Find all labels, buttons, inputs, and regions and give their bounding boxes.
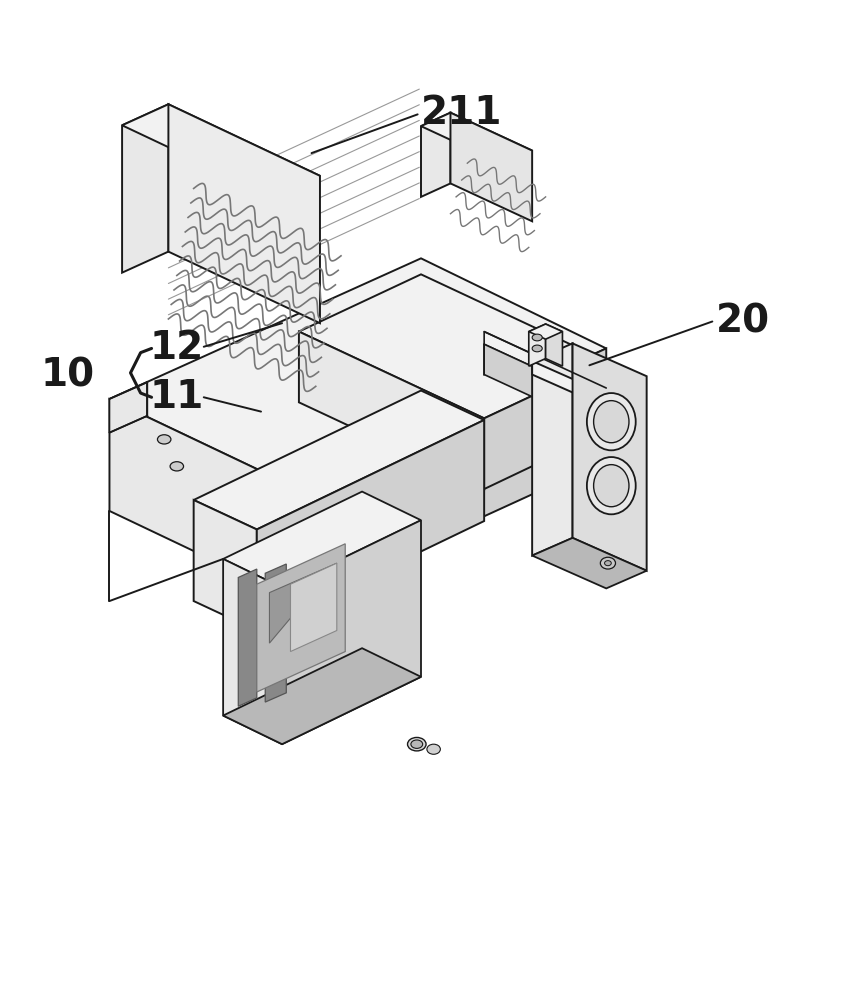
- Ellipse shape: [427, 744, 440, 754]
- Ellipse shape: [587, 393, 636, 450]
- Polygon shape: [257, 420, 484, 631]
- Polygon shape: [421, 113, 532, 164]
- Ellipse shape: [594, 465, 629, 507]
- Ellipse shape: [411, 740, 423, 748]
- Polygon shape: [109, 399, 299, 601]
- Polygon shape: [290, 563, 337, 652]
- Polygon shape: [168, 104, 320, 323]
- Ellipse shape: [408, 737, 426, 751]
- Polygon shape: [484, 361, 606, 489]
- Polygon shape: [282, 520, 421, 744]
- Polygon shape: [573, 343, 647, 571]
- Polygon shape: [529, 324, 562, 339]
- Ellipse shape: [532, 334, 542, 341]
- Text: 12: 12: [150, 329, 204, 367]
- Polygon shape: [265, 564, 286, 702]
- Polygon shape: [223, 559, 282, 744]
- Polygon shape: [532, 343, 573, 556]
- Polygon shape: [223, 492, 421, 588]
- Polygon shape: [450, 113, 532, 221]
- Polygon shape: [421, 113, 450, 197]
- Polygon shape: [122, 104, 168, 273]
- Polygon shape: [546, 324, 562, 366]
- Polygon shape: [194, 500, 257, 631]
- Ellipse shape: [157, 435, 171, 444]
- Text: 10: 10: [40, 356, 94, 394]
- Polygon shape: [194, 391, 484, 529]
- Polygon shape: [299, 348, 606, 601]
- Polygon shape: [257, 544, 345, 692]
- Polygon shape: [109, 382, 147, 433]
- Polygon shape: [529, 324, 546, 366]
- Ellipse shape: [170, 462, 184, 471]
- Text: 20: 20: [716, 302, 770, 340]
- Polygon shape: [299, 274, 606, 418]
- Text: 11: 11: [150, 378, 204, 416]
- Polygon shape: [484, 332, 606, 401]
- Polygon shape: [122, 104, 320, 197]
- Polygon shape: [532, 538, 647, 588]
- Text: 211: 211: [421, 94, 503, 132]
- Polygon shape: [269, 563, 337, 643]
- Polygon shape: [484, 344, 606, 431]
- Ellipse shape: [600, 557, 616, 569]
- Polygon shape: [532, 361, 606, 407]
- Polygon shape: [238, 569, 257, 706]
- Ellipse shape: [587, 457, 636, 514]
- Polygon shape: [299, 332, 484, 489]
- Ellipse shape: [594, 401, 629, 443]
- Ellipse shape: [605, 561, 611, 566]
- Polygon shape: [223, 648, 421, 744]
- Ellipse shape: [532, 345, 542, 352]
- Polygon shape: [109, 258, 606, 489]
